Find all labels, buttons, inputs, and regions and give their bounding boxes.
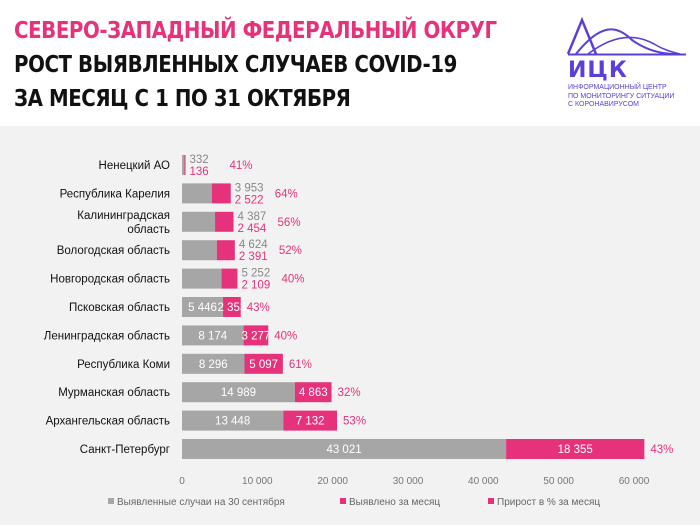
bar-growth bbox=[221, 268, 238, 289]
value-label-base: 8 174 bbox=[198, 330, 227, 342]
value-label-base: 3 953 bbox=[235, 182, 264, 194]
logo-subtitle: ИНФОРМАЦИОННЫЙ ЦЕНТР ПО МОНИТОРИНГУ СИТУ… bbox=[568, 84, 688, 110]
title-line-1: СЕВЕРО-ЗАПАДНЫЙ ФЕДЕРАЛЬНЫЙ ОКРУГ bbox=[14, 18, 497, 44]
bar-base bbox=[182, 155, 185, 175]
value-label-growth: 136 bbox=[190, 166, 209, 178]
legend-swatch bbox=[488, 498, 494, 504]
value-label-base: 43 021 bbox=[326, 444, 361, 456]
category-label: Ленинградская область bbox=[44, 330, 170, 342]
header: СЕВЕРО-ЗАПАДНЫЙ ФЕДЕРАЛЬНЫЙ ОКРУГ РОСТ В… bbox=[0, 0, 700, 126]
bar-growth bbox=[243, 325, 269, 346]
bar-growth bbox=[506, 439, 645, 459]
x-tick-label: 10 000 bbox=[242, 476, 273, 487]
logo-subtitle-line-2: ПО МОНИТОРИНГУ СИТУАЦИИ bbox=[568, 92, 675, 100]
x-tick-label: 30 000 bbox=[393, 476, 424, 487]
value-label-base: 5 252 bbox=[241, 268, 270, 280]
bar-base bbox=[182, 353, 245, 374]
category-label: Вологодская область bbox=[57, 245, 170, 257]
pct-label: 52% bbox=[279, 245, 302, 257]
pct-label: 43% bbox=[650, 444, 673, 456]
value-label-growth: 4 863 bbox=[299, 387, 328, 399]
category-label: Республика Коми bbox=[77, 359, 170, 371]
logo-wave-icon bbox=[566, 16, 686, 56]
value-label-growth: 2 353 bbox=[217, 302, 246, 314]
pct-label: 64% bbox=[275, 188, 298, 200]
pct-label: 56% bbox=[278, 217, 301, 229]
value-label-base: 13 448 bbox=[215, 416, 250, 428]
bar-growth bbox=[211, 183, 231, 204]
value-label-growth: 5 097 bbox=[249, 359, 278, 371]
value-label-base: 8 296 bbox=[199, 359, 228, 371]
pct-label: 40% bbox=[274, 330, 297, 342]
value-label-base: 4 387 bbox=[238, 211, 267, 223]
value-label-growth: 2 109 bbox=[241, 280, 270, 292]
x-tick-label: 40 000 bbox=[468, 476, 499, 487]
pct-label: 53% bbox=[343, 416, 366, 428]
pct-label: 41% bbox=[230, 160, 253, 172]
x-tick-label: 20 000 bbox=[317, 476, 348, 487]
value-label-growth: 2 391 bbox=[239, 251, 268, 263]
bar-base bbox=[182, 325, 244, 346]
value-label-base: 5 446 bbox=[188, 302, 217, 314]
category-label: Новгородская область bbox=[50, 274, 170, 286]
pct-label: 32% bbox=[338, 387, 361, 399]
bar-base bbox=[182, 240, 217, 261]
bar-growth bbox=[244, 353, 283, 374]
category-label: Калининградская bbox=[77, 210, 170, 222]
bar-growth bbox=[283, 410, 338, 431]
bar-base bbox=[182, 211, 216, 232]
category-label: Ненецкий АО bbox=[99, 160, 171, 172]
category-label: Санкт-Петербург bbox=[80, 444, 170, 456]
title-line-3: ЗА МЕСЯЦ С 1 ПО 31 ОКТЯБРЯ bbox=[14, 86, 351, 112]
x-tick-label: 0 bbox=[179, 476, 185, 487]
bar-base bbox=[182, 297, 224, 317]
value-label-growth: 2 522 bbox=[235, 194, 264, 206]
x-tick-label: 50 000 bbox=[543, 476, 574, 487]
bar-base bbox=[182, 183, 212, 204]
logo-subtitle-line-1: ИНФОРМАЦИОННЫЙ ЦЕНТР bbox=[568, 84, 667, 91]
value-label-growth: 3 277 bbox=[242, 330, 271, 342]
bar-growth bbox=[216, 240, 235, 261]
title-line-2: РОСТ ВЫЯВЛЕННЫХ СЛУЧАЕВ COVID-19 bbox=[14, 52, 457, 78]
bar-base bbox=[182, 268, 222, 289]
value-label-growth: 2 454 bbox=[238, 223, 267, 235]
value-label-base: 4 624 bbox=[239, 239, 268, 251]
logo-subtitle-line-3: С КОРОНАВИРУСОМ bbox=[568, 101, 639, 108]
pct-label: 43% bbox=[247, 302, 270, 314]
value-label-base: 332 bbox=[190, 154, 209, 166]
x-tick-label: 60 000 bbox=[619, 476, 650, 487]
pct-label: 61% bbox=[289, 359, 312, 371]
legend-swatch bbox=[108, 498, 114, 504]
value-label-base: 14 989 bbox=[221, 387, 256, 399]
bar-growth bbox=[215, 211, 234, 232]
bar-growth bbox=[294, 382, 332, 403]
bar-growth bbox=[184, 155, 186, 175]
bar-base bbox=[182, 382, 295, 403]
legend-label: Выявленные случаи на 30 сентября bbox=[117, 496, 285, 508]
category-label: Мурманская область bbox=[58, 387, 170, 399]
pct-label: 40% bbox=[281, 274, 304, 286]
logo-abbr: ИЦК bbox=[568, 58, 628, 83]
category-label: область bbox=[127, 224, 170, 236]
legend-label: Выявлено за месяц bbox=[349, 497, 440, 508]
category-label: Архангельская область bbox=[46, 416, 170, 428]
bar-growth bbox=[223, 297, 241, 317]
bar-base bbox=[182, 410, 284, 431]
value-label-growth: 7 132 bbox=[296, 416, 325, 428]
bar-base bbox=[182, 439, 507, 459]
logo: ИЦК ИНФОРМАЦИОННЫЙ ЦЕНТР ПО МОНИТОРИНГУ … bbox=[566, 14, 688, 114]
legend-label: Прирост в % за месяц bbox=[497, 497, 600, 508]
value-label-growth: 18 355 bbox=[558, 444, 593, 456]
legend-swatch bbox=[340, 498, 346, 504]
category-label: Псковская область bbox=[69, 302, 170, 314]
category-label: Республика Карелия bbox=[60, 188, 170, 200]
